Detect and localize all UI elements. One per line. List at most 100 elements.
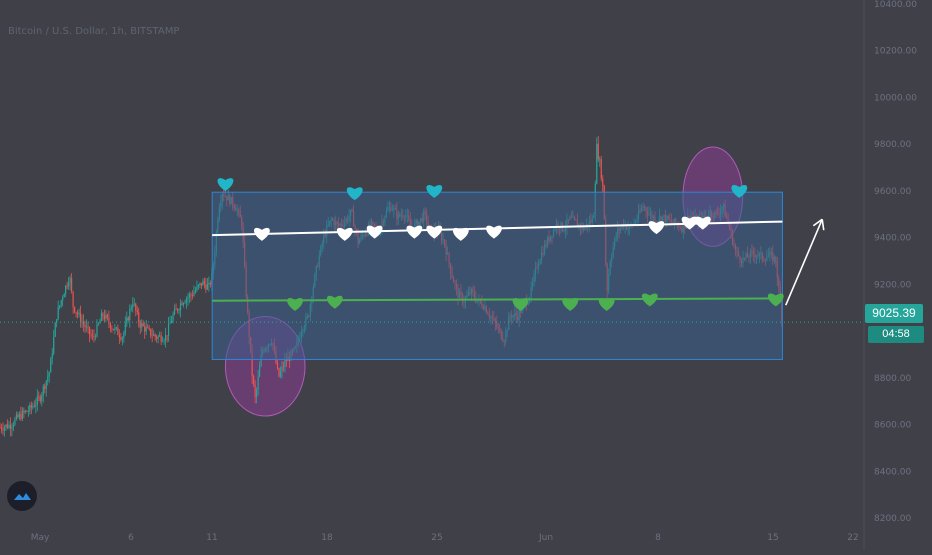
candle-body bbox=[56, 319, 58, 324]
candle-body bbox=[99, 321, 101, 324]
candle-body bbox=[72, 291, 74, 307]
x-tick-label: 18 bbox=[321, 533, 333, 543]
y-tick-label: 8200.00 bbox=[874, 514, 911, 524]
candle-body bbox=[179, 303, 182, 310]
candle-body bbox=[114, 327, 116, 330]
candle-body bbox=[112, 328, 114, 330]
candle-body bbox=[50, 359, 52, 373]
candle-body bbox=[118, 335, 120, 338]
candle-body bbox=[135, 303, 137, 311]
candle-body bbox=[117, 327, 119, 336]
candle-body bbox=[79, 312, 82, 323]
candle-body bbox=[66, 285, 68, 287]
candle-body bbox=[129, 308, 131, 321]
candle-body bbox=[65, 285, 67, 295]
candle-body bbox=[138, 312, 140, 324]
candle-body bbox=[208, 282, 210, 285]
candle-body bbox=[154, 334, 156, 337]
candle-body bbox=[127, 317, 129, 321]
heart-low-icon bbox=[512, 298, 529, 311]
x-tick-label: 6 bbox=[128, 533, 134, 543]
y-tick-label: 8400.00 bbox=[874, 467, 911, 477]
candle-body bbox=[281, 366, 283, 372]
candle-body bbox=[123, 332, 125, 338]
candle-body bbox=[256, 389, 258, 397]
candle-body bbox=[173, 309, 176, 315]
candle-body bbox=[172, 314, 174, 321]
heart-mid-icon bbox=[648, 221, 665, 235]
y-tick-label: 9600.00 bbox=[874, 187, 911, 197]
x-tick-label: 8 bbox=[655, 533, 661, 543]
heart-top-icon bbox=[346, 187, 363, 201]
candle-body bbox=[109, 323, 112, 329]
candle-body bbox=[60, 300, 62, 306]
candle-body bbox=[33, 406, 35, 408]
candle-body bbox=[0, 427, 1, 429]
candle-body bbox=[73, 306, 76, 313]
candle-body bbox=[166, 335, 168, 337]
candle-body bbox=[205, 284, 207, 290]
last-price-tag: 9025.39 bbox=[865, 304, 923, 323]
heart-mid-icon bbox=[694, 216, 711, 230]
candle-body bbox=[94, 336, 97, 338]
candle-body bbox=[30, 405, 32, 408]
candle-body bbox=[105, 314, 107, 319]
candle-body bbox=[176, 309, 179, 311]
candle-body bbox=[96, 324, 98, 337]
candle-body bbox=[91, 335, 94, 337]
y-tick-label: 9800.00 bbox=[874, 140, 911, 150]
heart-top-icon bbox=[426, 184, 443, 198]
candle-body bbox=[103, 315, 106, 319]
candle-body bbox=[26, 410, 28, 412]
candle-body bbox=[182, 303, 185, 305]
projection-arrow bbox=[785, 218, 823, 306]
heart-low-icon bbox=[562, 298, 579, 311]
candle-body bbox=[209, 282, 211, 285]
candle-body bbox=[153, 334, 155, 336]
candle-body bbox=[141, 323, 143, 328]
candle-body bbox=[136, 310, 138, 313]
candle-body bbox=[200, 282, 203, 286]
heart-mid-icon bbox=[336, 227, 353, 241]
candle-body bbox=[150, 328, 152, 336]
candle-body bbox=[276, 363, 279, 369]
candle-body bbox=[185, 298, 188, 303]
candle-body bbox=[0, 427, 3, 430]
candle-body bbox=[285, 359, 288, 362]
candle-body bbox=[108, 317, 110, 324]
y-tick-label: 10400.00 bbox=[874, 0, 917, 10]
heart-low-icon bbox=[598, 298, 615, 311]
candle-body bbox=[145, 327, 147, 332]
x-tick-label: 22 bbox=[847, 533, 858, 543]
candle-body bbox=[11, 426, 13, 429]
candle-body bbox=[144, 325, 146, 332]
tradingview-logo[interactable] bbox=[7, 481, 37, 511]
candle-body bbox=[59, 305, 61, 308]
candle-body bbox=[32, 406, 34, 408]
candle-body bbox=[156, 336, 158, 339]
y-tick-label: 8800.00 bbox=[874, 374, 911, 384]
candle-body bbox=[97, 323, 100, 325]
heart-low-icon bbox=[641, 293, 658, 307]
candle-body bbox=[162, 341, 164, 343]
candle-body bbox=[48, 372, 50, 377]
candle-body bbox=[284, 359, 286, 368]
candle-body bbox=[3, 427, 6, 431]
candle-body bbox=[39, 396, 41, 401]
heart-mid-icon bbox=[406, 225, 423, 239]
candle-body bbox=[206, 284, 208, 290]
heart-mid-icon bbox=[426, 225, 443, 239]
candle-body bbox=[85, 326, 88, 328]
candle-body bbox=[130, 307, 132, 309]
heart-top-icon bbox=[731, 184, 748, 198]
chart-title: Bitcoin / U.S. Dollar, 1h, BITSTAMP bbox=[8, 26, 179, 37]
candle-body bbox=[167, 323, 170, 336]
y-tick-label: 10000.00 bbox=[874, 93, 917, 103]
candle-body bbox=[111, 328, 113, 330]
candle-body bbox=[197, 284, 200, 287]
candle-body bbox=[45, 380, 47, 389]
heart-mid-icon bbox=[452, 227, 469, 241]
candle-body bbox=[84, 324, 86, 328]
